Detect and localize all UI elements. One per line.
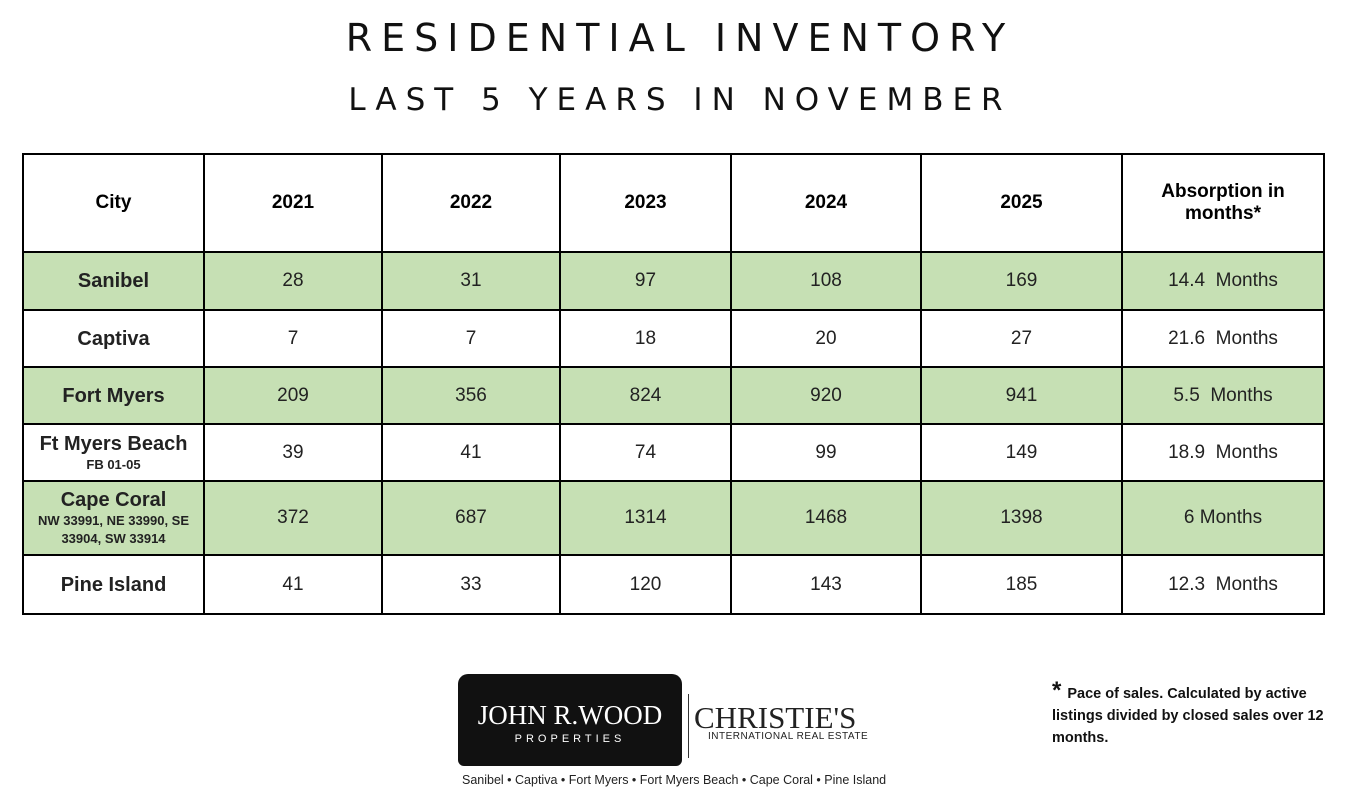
value-cell: 7 — [203, 309, 383, 368]
footnote-text: Pace of sales. Calculated by active list… — [1052, 686, 1324, 746]
city-cell: Captiva — [22, 309, 205, 368]
logo: JOHN R.WOOD PROPERTIES — [458, 674, 682, 766]
partner-name: CHRISTIE'S — [694, 700, 857, 735]
city-name: Sanibel — [77, 270, 150, 292]
value-cell: 108 — [730, 251, 922, 311]
value-cell: 99 — [730, 423, 922, 482]
footnote-mark: * — [1052, 677, 1062, 704]
absorption-cell: 18.9 Months — [1121, 423, 1325, 482]
data-row: Cape Coral NW 33991, NE 33990, SE 33904, … — [22, 480, 1325, 556]
data-row: Sanibel 28 31 97 108 169 14.4 Months — [22, 251, 1325, 311]
city-cell: Ft Myers Beach FB 01-05 — [22, 423, 205, 482]
value-cell: 1398 — [920, 480, 1123, 556]
city-name: Ft Myers Beach — [39, 432, 188, 455]
city-name: Captiva — [77, 327, 150, 350]
value-cell: 120 — [559, 554, 732, 615]
value-cell: 20 — [730, 309, 922, 368]
footnote: * Pace of sales. Calculated by active lis… — [1052, 677, 1342, 749]
column-header: City — [22, 153, 205, 253]
absorption-cell: 5.5 Months — [1121, 366, 1325, 425]
absorption-cell: 21.6 Months — [1121, 309, 1325, 368]
value-cell: 920 — [730, 366, 922, 425]
absorption-cell: 6 Months — [1121, 480, 1325, 556]
value-cell: 169 — [920, 251, 1123, 311]
title: RESIDENTIAL INVENTORY — [345, 16, 1015, 60]
column-header: 2021 — [203, 153, 383, 253]
value-cell: 687 — [381, 480, 561, 556]
value-cell: 824 — [559, 366, 732, 425]
value-cell: 74 — [559, 423, 732, 482]
city-note: FB 01-05 — [86, 456, 141, 472]
logo-name: JOHN R.WOOD — [477, 700, 663, 730]
value-cell: 185 — [920, 554, 1123, 615]
value-cell: 39 — [203, 423, 383, 482]
data-row: Pine Island 41 33 120 143 185 12.3 Months — [22, 554, 1325, 615]
column-header: Absorption in months* — [1121, 153, 1325, 253]
absorption-cell: 12.3 Months — [1121, 554, 1325, 615]
logo-sub: PROPERTIES — [514, 733, 626, 745]
value-cell: 143 — [730, 554, 922, 615]
city-cell: Pine Island — [22, 554, 205, 615]
value-cell: 27 — [920, 309, 1123, 368]
city-name: Pine Island — [60, 573, 167, 596]
column-header: 2023 — [559, 153, 732, 253]
value-cell: 41 — [203, 554, 383, 615]
inventory-table: City 2021 2022 2023 2024 2025 Absorption in mo… — [22, 153, 1325, 615]
value-cell: 41 — [381, 423, 561, 482]
header-row: City 2021 2022 2023 2024 2025 Absorption in mo… — [22, 153, 1325, 253]
value-cell: 31 — [381, 251, 561, 311]
value-cell: 209 — [203, 366, 383, 425]
subtitle: LAST 5 YEARS IN NOVEMBER — [348, 82, 1012, 118]
city-name: Cape Coral — [60, 489, 167, 512]
data-row: Ft Myers Beach FB 01-05 39 41 74 99 149 18.9 Mo… — [22, 423, 1325, 482]
value-cell: 1468 — [730, 480, 922, 556]
value-cell: 356 — [381, 366, 561, 425]
data-row: Fort Myers 209 356 824 920 941 5.5 Months — [22, 366, 1325, 425]
city-name: Fort Myers — [62, 384, 165, 407]
value-cell: 18 — [559, 309, 732, 368]
value-cell: 33 — [381, 554, 561, 615]
column-header: 2025 — [920, 153, 1123, 253]
value-cell: 372 — [203, 480, 383, 556]
value-cell: 28 — [203, 251, 383, 311]
absorption-cell: 14.4 Months — [1121, 251, 1325, 311]
value-cell: 1314 — [559, 480, 732, 556]
city-cell: Fort Myers — [22, 366, 205, 425]
value-cell: 941 — [920, 366, 1123, 425]
tagline: Sanibel • Captiva • Fort Myers • Fort My… — [462, 773, 887, 787]
city-cell: Cape Coral NW 33991, NE 33990, SE 33904, … — [22, 480, 205, 556]
city-note: NW 33991, NE 33990, SE 33904, SW 33914 — [37, 513, 190, 546]
partner-sub: INTERNATIONAL REAL ESTATE — [708, 731, 869, 742]
column-header: 2024 — [730, 153, 922, 253]
separator — [688, 694, 689, 758]
column-header: 2022 — [381, 153, 561, 253]
value-cell: 7 — [381, 309, 561, 368]
value-cell: 149 — [920, 423, 1123, 482]
data-row: Captiva 7 7 18 20 27 21.6 Months — [22, 309, 1325, 368]
city-cell: Sanibel — [22, 251, 205, 311]
value-cell: 97 — [559, 251, 732, 311]
